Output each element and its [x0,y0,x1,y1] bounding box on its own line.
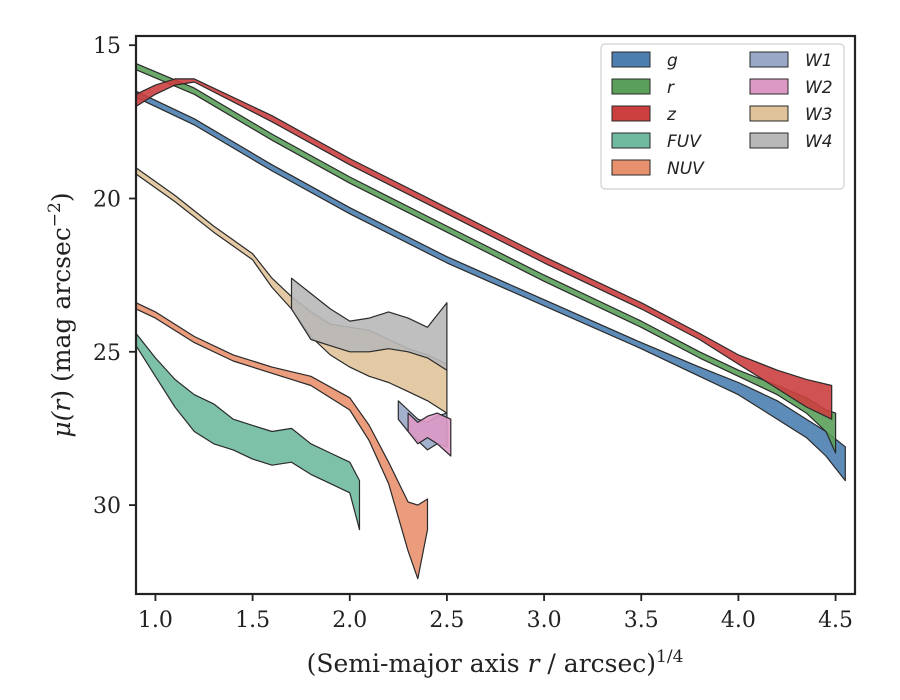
legend-swatch-w1 [749,51,789,68]
band-fuv [135,332,361,531]
band-g [135,90,846,482]
y-tick-label: 15 [93,34,121,59]
band-w2 [407,412,452,457]
x-tick-label: 3.0 [527,608,562,633]
legend-label-g: g [667,51,678,71]
plot-frame [134,34,857,596]
legend-swatch-w3 [749,105,789,122]
profile-bands [135,63,846,580]
legend-label-z: z [666,105,677,125]
legend-label-w1: W1 [805,51,833,71]
legend-swatch-nuv [611,159,651,176]
x-tick-label: 3.5 [624,608,659,633]
x-tick-label: 2.5 [429,608,464,633]
legend-label-nuv: NUV [667,159,705,179]
x-tick-label: 1.5 [235,608,270,633]
x-axis-ticks: 1.0 1.5 2.0 2.5 3.0 3.5 4.0 4.5 [138,594,853,633]
legend-swatch-w4 [749,132,789,149]
x-tick-label: 2.0 [332,608,367,633]
x-tick-label: 4.0 [721,608,756,633]
legend-swatch-fuv [611,132,651,149]
y-tick-label: 20 [93,187,121,212]
legend-label-w3: W3 [805,105,833,125]
legend-label-w4: W4 [805,132,833,152]
legend-label-r: r [667,78,675,98]
x-axis-label: (Semi-major axis r / arcsec)1/4 [307,647,684,678]
legend-label-fuv: FUV [667,132,702,152]
x-tick-label: 4.5 [818,608,853,633]
legend-swatch-z [611,105,651,122]
legend: grz FUV NUV W1 W2 W3 W4 [600,43,845,190]
legend-swatch-w2 [749,78,789,95]
y-axis-ticks: 15 20 25 30 [93,34,136,519]
x-tick-label: 1.0 [138,608,173,633]
band-w4 [290,277,448,371]
legend-swatch-r [611,78,651,95]
y-tick-label: 25 [93,341,121,366]
band-z [135,78,833,420]
y-tick-label: 30 [93,494,121,519]
legend-swatch-g [611,51,651,68]
legend-label-w2: W2 [805,78,833,98]
band-nuv [135,302,429,580]
y-axis-label: μ(r) (mag arcsec−2) [45,192,76,437]
band-r [135,63,837,454]
